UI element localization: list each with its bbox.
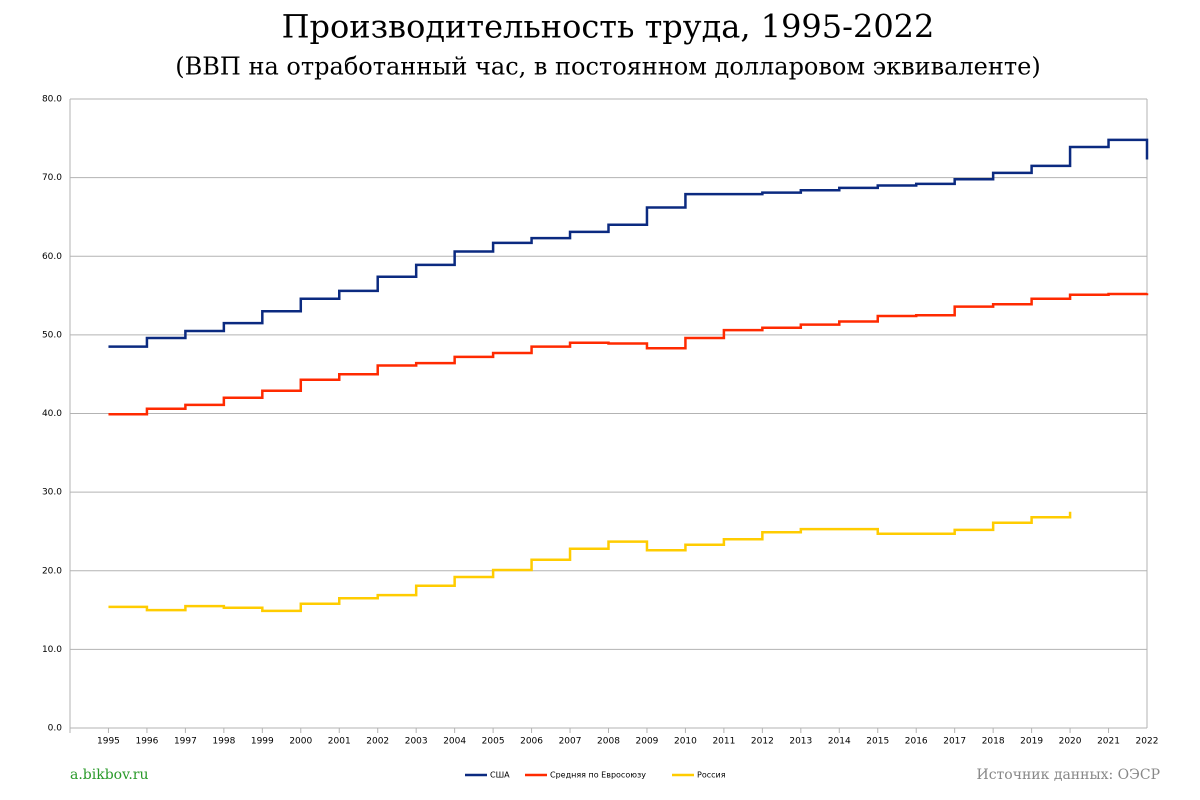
x-tick-label: 2020 <box>1059 737 1082 747</box>
x-tick-label: 2004 <box>443 737 466 747</box>
x-tick-label: 2018 <box>982 737 1005 747</box>
x-tick-label: 1998 <box>212 737 235 747</box>
y-tick-label: 0.0 <box>48 724 63 734</box>
y-tick-label: 10.0 <box>42 645 62 655</box>
footer-source: Источник данных: ОЭСР <box>977 767 1161 783</box>
series-line <box>108 511 1072 613</box>
x-tick-label: 2001 <box>328 737 351 747</box>
x-tick-label: 2011 <box>712 737 735 747</box>
chart-subtitle: (ВВП на отработанный час, в постоянном д… <box>175 53 1040 81</box>
chart-title: Производительность труда, 1995-2022 <box>282 8 935 46</box>
x-tick-label: 1996 <box>135 737 158 747</box>
x-tick-label: 2013 <box>789 737 812 747</box>
x-tick-label: 2014 <box>828 737 851 747</box>
x-tick-label: 2002 <box>366 737 389 747</box>
y-tick-label: 60.0 <box>42 252 62 262</box>
x-tick-label: 2017 <box>943 737 966 747</box>
x-tick-label: 2015 <box>866 737 889 747</box>
x-tick-label: 1997 <box>174 737 197 747</box>
x-tick-label: 2009 <box>636 737 659 747</box>
x-tick-label: 2012 <box>751 737 774 747</box>
x-tick-label: 2003 <box>405 737 428 747</box>
y-tick-label: 70.0 <box>42 173 62 183</box>
legend-label: Россия <box>697 771 726 780</box>
x-tick-label: 2007 <box>559 737 582 747</box>
x-tick-label: 2010 <box>674 737 697 747</box>
x-tick-label: 2022 <box>1136 737 1159 747</box>
y-tick-label: 20.0 <box>42 566 62 576</box>
y-tick-label: 30.0 <box>42 488 62 498</box>
x-tick-label: 2008 <box>597 737 620 747</box>
y-tick-label: 80.0 <box>42 95 62 105</box>
x-tick-label: 2016 <box>905 737 928 747</box>
y-tick-label: 40.0 <box>42 409 62 419</box>
x-tick-label: 1995 <box>97 737 120 747</box>
x-tick-label: 1999 <box>251 737 274 747</box>
x-tick-label: 2000 <box>289 737 312 747</box>
x-tick-label: 2006 <box>520 737 543 747</box>
y-tick-label: 50.0 <box>42 330 62 340</box>
legend-label: США <box>490 771 510 780</box>
x-tick-label: 2019 <box>1020 737 1043 747</box>
series-line <box>108 292 1149 416</box>
x-tick-label: 2021 <box>1097 737 1120 747</box>
legend-label: Средняя по Евросоюзу <box>550 771 646 780</box>
series-line <box>108 138 1149 348</box>
footer-site: a.bikbov.ru <box>70 767 149 783</box>
x-tick-label: 2005 <box>482 737 505 747</box>
